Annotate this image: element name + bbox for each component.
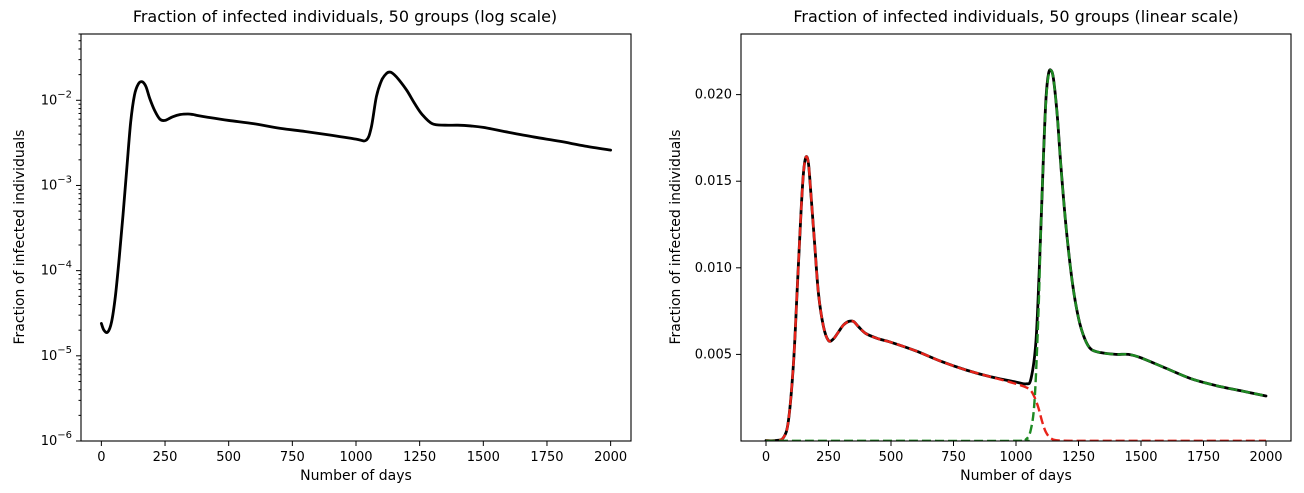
right-y-tick-label: 0.015 [695,174,732,189]
left-x-tick-label: 750 [280,450,305,465]
chart-left: Fraction of infected individuals, 50 gro… [12,7,632,484]
left-y-tick-label: 10−3 [41,174,72,193]
left-x-axis-label: Number of days [300,468,412,484]
left-x-tick-label: 0 [97,450,105,465]
right-x-tick-label: 1500 [1124,450,1157,465]
chart-right: Fraction of infected individuals, 50 gro… [668,7,1292,484]
right-x-tick-label: 1250 [1062,450,1095,465]
right-x-tick-label: 500 [879,450,904,465]
right-y-tick-label: 0.005 [695,347,732,362]
left-x-tick-label: 1000 [339,450,372,465]
right-x-tick-label: 1000 [999,450,1032,465]
left-x-tick-label: 250 [153,450,178,465]
right-series-line-0 [764,68,1268,441]
right-y-axis-label: Fraction of infected individuals [668,130,684,345]
left-y-axis-label: Fraction of infected individuals [12,130,28,345]
right-x-tick-label: 0 [762,450,770,465]
left-chart-title: Fraction of infected individuals, 50 gro… [133,7,557,26]
right-x-axis-label: Number of days [960,468,1072,484]
right-series-line-2 [766,69,1267,441]
right-chart-title: Fraction of infected individuals, 50 gro… [793,7,1238,26]
right-y-tick-label: 0.010 [695,261,732,276]
left-y-tick-label: 10−2 [41,89,72,108]
right-x-tick-label: 250 [816,450,841,465]
left-y-tick-label: 10−6 [41,430,72,449]
left-y-tick-label: 10−5 [41,345,72,364]
left-series-line-0 [99,70,613,334]
right-x-tick-label: 2000 [1249,450,1282,465]
right-plot-frame [740,33,1292,442]
left-x-tick-label: 500 [216,450,241,465]
left-y-tick-label: 10−4 [41,260,72,279]
left-x-tick-label: 2000 [594,450,627,465]
left-x-tick-label: 1500 [467,450,500,465]
left-x-tick-label: 1750 [530,450,563,465]
right-x-tick-label: 750 [941,450,966,465]
left-plot-frame [80,33,632,442]
left-x-tick-label: 1250 [403,450,436,465]
right-series-line-1 [765,155,1266,441]
right-y-tick-label: 0.020 [695,88,732,103]
right-x-tick-label: 1750 [1187,450,1220,465]
